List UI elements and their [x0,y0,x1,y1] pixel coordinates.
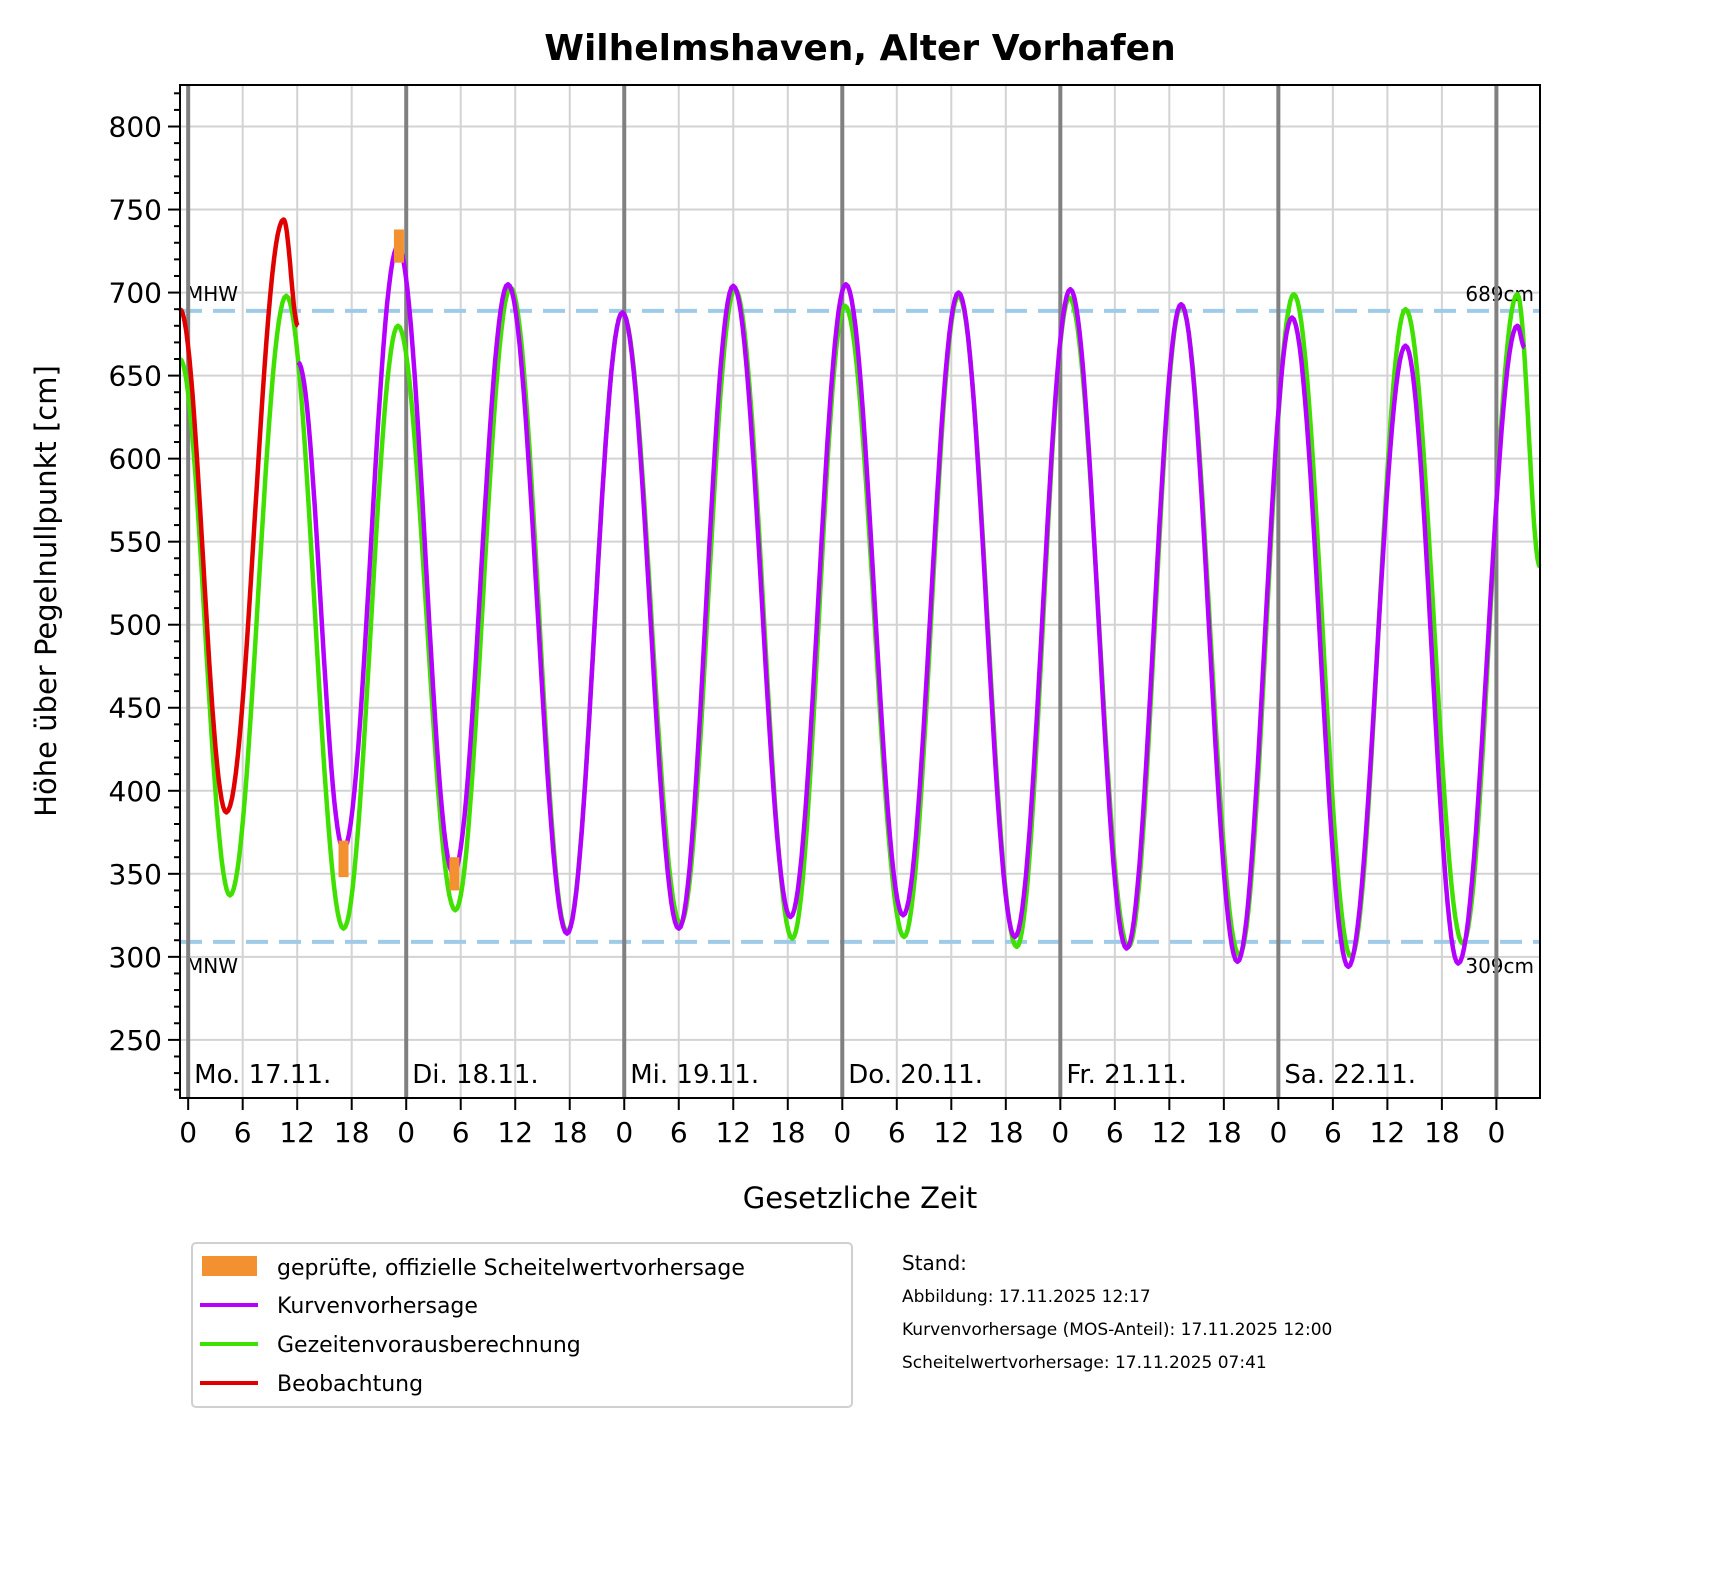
x-tick-label: 0 [179,1116,197,1149]
y-tick-label: 750 [109,194,162,227]
y-tick-label: 300 [109,941,162,974]
y-tick-label: 650 [109,360,162,393]
x-tick-label: 18 [988,1116,1024,1149]
peak-forecast-bar [393,229,404,263]
x-tick-label: 12 [933,1116,969,1149]
x-tick-label: 6 [1106,1116,1124,1149]
legend-label-gezeiten: Gezeitenvorausberechnung [277,1333,581,1358]
y-tick-label: 600 [109,443,162,476]
reference-label-mnw: MNW [186,954,238,978]
x-tick-label: 0 [1269,1116,1287,1149]
series-kurvenvorhersage [296,243,1527,970]
x-tick-label: 0 [1051,1116,1069,1149]
x-tick-label: 12 [715,1116,751,1149]
chart-title: Wilhelmshaven, Alter Vorhafen [544,28,1175,69]
stand-kurvenvorhersage: Kurvenvorhersage (MOS-Anteil): 17.11.202… [902,1320,1332,1340]
peak-forecast-bar [449,857,460,891]
x-tick-label: 18 [1424,1116,1460,1149]
x-tick-label: 18 [334,1116,370,1149]
reference-value-mhw: 689cm [1465,282,1534,306]
day-label: Di. 18.11. [412,1060,538,1090]
peak-forecast-bar [338,840,349,878]
legend-frame [191,1242,853,1408]
y-tick-label: 450 [109,692,162,725]
legend-label-kurvenvorhersage: Kurvenvorhersage [277,1294,478,1319]
day-separators [186,85,1499,1098]
y-axis-label: Höhe über Pegelnullpunkt [cm] [29,365,63,817]
legend: geprüfte, offizielle Scheitelwertvorhers… [191,1242,853,1408]
legend-label-beobachtung: Beobachtung [277,1372,423,1397]
day-label: Fr. 21.11. [1066,1060,1187,1090]
day-label: Mi. 19.11. [630,1060,759,1090]
reference-value-mnw: 309cm [1465,954,1534,978]
y-tick-label: 800 [109,111,162,144]
y-tick-label: 250 [109,1024,162,1057]
day-label: Sa. 22.11. [1284,1060,1416,1090]
x-tick-label: 12 [279,1116,315,1149]
stand-abbildung: Abbildung: 17.11.2025 12:17 [902,1287,1151,1307]
x-tick-label: 6 [234,1116,252,1149]
series-beobachtung [178,217,300,815]
day-labels: Mo. 17.11. Di. 18.11. Mi. 19.11. Do. 20.11.… [194,1060,1416,1090]
reference-label-mhw: MHW [186,282,238,306]
x-tick-label: 6 [452,1116,470,1149]
y-tick-label: 550 [109,526,162,559]
legend-swatch-peak-forecast [202,1256,257,1276]
x-axis: 0 6 12 18 0 6 12 18 0 6 12 18 0 6 12 18 0 6 12 18 0 6 12 18 0 [179,1098,1505,1149]
x-tick-label: 12 [1152,1116,1188,1149]
y-tick-label: 500 [109,609,162,642]
day-label: Do. 20.11. [848,1060,983,1090]
reference-lines: MHW 689cm MNW 309cm [180,282,1540,978]
x-tick-label: 0 [833,1116,851,1149]
y-tick-label: 350 [109,858,162,891]
x-tick-label: 6 [1324,1116,1342,1149]
x-tick-label: 6 [888,1116,906,1149]
y-tick-label: 700 [109,277,162,310]
grid [180,85,1540,1098]
peak-forecast-bars [338,229,460,891]
x-tick-label: 0 [397,1116,415,1149]
y-tick-label: 400 [109,775,162,808]
stand-scheitelwert: Scheitelwertvorhersage: 17.11.2025 07:41 [902,1353,1267,1373]
x-tick-label: 18 [1206,1116,1242,1149]
y-axis: 250 300 350 400 450 500 550 600 650 700 750 800 [109,92,180,1091]
x-tick-label: 6 [670,1116,688,1149]
x-tick-label: 0 [615,1116,633,1149]
day-label: Mo. 17.11. [194,1060,331,1090]
plot-frame [179,84,1541,1099]
stand-heading: Stand: [902,1251,967,1275]
legend-label-peak-forecast: geprüfte, offizielle Scheitelwertvorhers… [277,1256,745,1281]
series-group [178,217,1542,970]
x-tick-label: 18 [770,1116,806,1149]
x-tick-label: 18 [552,1116,588,1149]
x-tick-label: 12 [497,1116,533,1149]
x-tick-label: 0 [1487,1116,1505,1149]
x-tick-label: 12 [1370,1116,1406,1149]
stand-info: Stand: Abbildung: 17.11.2025 12:17 Kurve… [902,1251,1332,1373]
x-axis-label: Gesetzliche Zeit [743,1181,978,1215]
